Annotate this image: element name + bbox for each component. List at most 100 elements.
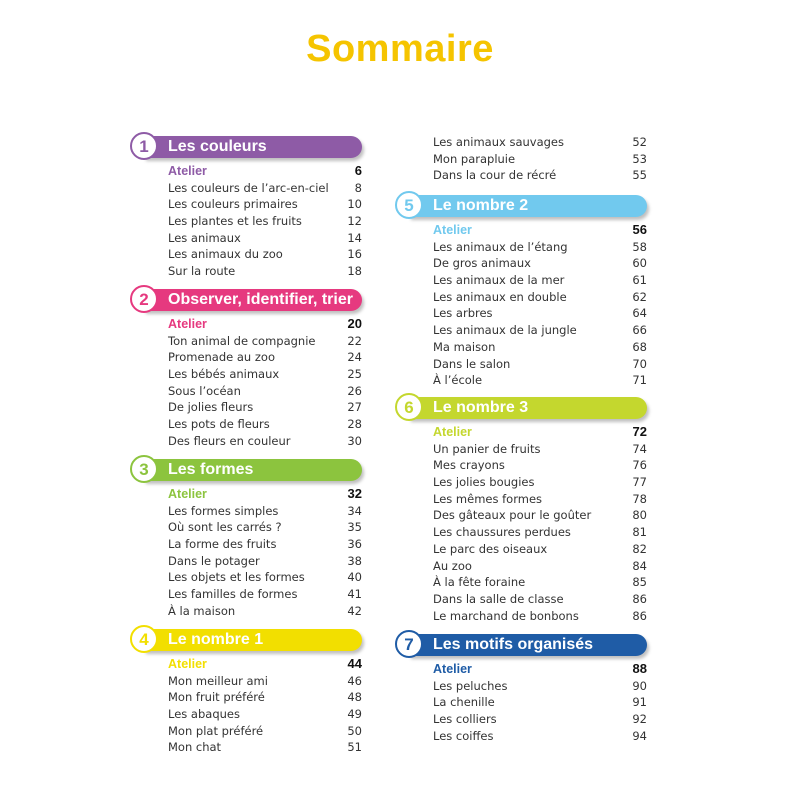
entry-label: Mon fruit préféré — [168, 690, 265, 705]
toc-entry[interactable]: Des fleurs en couleur 30 — [130, 433, 362, 450]
toc-entry[interactable]: À la fête foraine 85 — [395, 574, 647, 591]
entry-page: 26 — [347, 383, 362, 398]
entry-label: Les animaux — [168, 230, 241, 245]
toc-entry[interactable]: Atelier 32 — [130, 486, 362, 503]
toc-entry[interactable]: Les coiffes 94 — [395, 728, 647, 745]
entry-label: Mon chat — [168, 740, 222, 755]
entry-page: 22 — [347, 333, 362, 348]
toc-entry[interactable]: Ton animal de compagnie 22 — [130, 333, 362, 350]
toc-entry[interactable]: De jolies fleurs 27 — [130, 399, 362, 416]
toc-entry[interactable]: Les familles de formes 41 — [130, 586, 362, 603]
toc-entry[interactable]: Au zoo 84 — [395, 558, 647, 575]
section-number: 2 — [130, 285, 158, 313]
entry-label: Atelier — [168, 317, 207, 331]
toc-entry[interactable]: Ma maison 68 — [395, 339, 647, 356]
toc-entry[interactable]: Les formes simples 34 — [130, 503, 362, 520]
entry-label: Ton animal de compagnie — [168, 333, 316, 348]
toc-entry[interactable]: Les jolies bougies 77 — [395, 474, 647, 491]
toc-entry[interactable]: Les abaques 49 — [130, 706, 362, 723]
toc-entry[interactable]: Des gâteaux pour le goûter 80 — [395, 507, 647, 524]
toc-entry[interactable]: Les animaux de la jungle 66 — [395, 322, 647, 339]
toc-section: 1 Les couleurs Atelier 6 Les couleurs de… — [130, 132, 362, 280]
toc-entry[interactable]: Les couleurs primaires 10 — [130, 196, 362, 213]
toc-entry[interactable]: Atelier 20 — [130, 316, 362, 333]
toc-entry[interactable]: Atelier 88 — [395, 661, 647, 678]
toc-entry[interactable]: La chenille 91 — [395, 694, 647, 711]
toc-entry[interactable]: Le marchand de bonbons 86 — [395, 608, 647, 625]
entry-page: 34 — [347, 503, 362, 518]
toc-entry[interactable]: Sur la route 18 — [130, 263, 362, 280]
toc-entry[interactable]: À l’école 71 — [395, 372, 647, 389]
toc-entry[interactable]: Atelier 56 — [395, 222, 647, 239]
toc-entry[interactable]: Mon fruit préféré 48 — [130, 689, 362, 706]
section-number: 3 — [130, 455, 158, 483]
toc-section: 7 Les motifs organisés Atelier 88 Les pe… — [395, 630, 647, 745]
toc-entry[interactable]: Mon plat préféré 50 — [130, 723, 362, 740]
toc-entry[interactable]: Les objets et les formes 40 — [130, 569, 362, 586]
entry-page: 24 — [347, 350, 362, 365]
toc-entry[interactable]: Mon meilleur ami 46 — [130, 673, 362, 690]
entry-page: 58 — [632, 239, 647, 254]
toc-entry[interactable]: Atelier 44 — [130, 656, 362, 673]
toc-entry[interactable]: Dans le salon 70 — [395, 356, 647, 373]
toc-section: 5 Le nombre 2 Atelier 56 Les animaux de … — [395, 191, 647, 389]
entry-page: 72 — [632, 424, 647, 439]
toc-entry[interactable]: Mes crayons 76 — [395, 457, 647, 474]
section-bar — [144, 136, 362, 158]
toc-entry[interactable]: Dans la salle de classe 86 — [395, 591, 647, 608]
toc-entry[interactable]: Les animaux en double 62 — [395, 289, 647, 306]
toc-entry[interactable]: À la maison 42 — [130, 603, 362, 620]
toc-entry[interactable]: Les plantes et les fruits 12 — [130, 213, 362, 230]
section-title: Les couleurs — [168, 138, 267, 155]
entry-page: 52 — [632, 135, 647, 149]
toc-entry[interactable]: Sous l’océan 26 — [130, 383, 362, 400]
toc-entry[interactable]: Où sont les carrés ? 35 — [130, 519, 362, 536]
toc-entry[interactable]: Les mêmes formes 78 — [395, 491, 647, 508]
toc-entry[interactable]: Atelier 72 — [395, 424, 647, 441]
entry-page: 78 — [632, 491, 647, 506]
entry-page: 8 — [354, 180, 362, 195]
entry-page: 41 — [347, 587, 362, 602]
toc-section: Les animaux sauvages 52 Mon parapluie 53… — [395, 134, 647, 184]
toc-entry[interactable]: Un panier de fruits 74 — [395, 441, 647, 458]
toc-entry[interactable]: Les chaussures perdues 81 — [395, 524, 647, 541]
entry-page: 60 — [632, 256, 647, 271]
entry-label: Les animaux du zoo — [168, 247, 283, 262]
toc-entry[interactable]: Atelier 6 — [130, 163, 362, 180]
toc-entry[interactable]: Les pots de fleurs 28 — [130, 416, 362, 433]
toc-entry[interactable]: Les animaux du zoo 16 — [130, 246, 362, 263]
toc-entry[interactable]: Les colliers 92 — [395, 711, 647, 728]
toc-entry[interactable]: Les animaux 14 — [130, 230, 362, 247]
toc-entry[interactable]: La forme des fruits 36 — [130, 536, 362, 553]
toc-entry[interactable]: Les animaux sauvages 52 — [395, 134, 647, 151]
toc-entry[interactable]: Mon chat 51 — [130, 739, 362, 756]
toc-entry[interactable]: Les animaux de l’étang 58 — [395, 239, 647, 256]
entry-label: Où sont les carrés ? — [168, 520, 282, 535]
section-number: 1 — [130, 132, 158, 160]
entry-label: À l’école — [433, 373, 483, 388]
entry-page: 14 — [347, 230, 362, 245]
toc-entry[interactable]: Le parc des oiseaux 82 — [395, 541, 647, 558]
toc-entry[interactable]: Dans la cour de récré 55 — [395, 167, 647, 184]
toc-entry[interactable]: Promenade au zoo 24 — [130, 349, 362, 366]
toc-entry[interactable]: Les arbres 64 — [395, 305, 647, 322]
toc-entry[interactable]: Les animaux de la mer 61 — [395, 272, 647, 289]
entry-page: 77 — [632, 475, 647, 490]
entry-label: Les jolies bougies — [433, 475, 535, 490]
toc-entry[interactable]: Mon parapluie 53 — [395, 151, 647, 168]
section-header: 4 Le nombre 1 — [130, 625, 362, 653]
entry-label: Les arbres — [433, 306, 493, 321]
toc-entry[interactable]: Dans le potager 38 — [130, 553, 362, 570]
toc-entry[interactable]: Les bébés animaux 25 — [130, 366, 362, 383]
entry-label: Le parc des oiseaux — [433, 541, 548, 556]
entry-label: À la maison — [168, 603, 236, 618]
entry-label: Les chaussures perdues — [433, 525, 571, 540]
toc-entry[interactable]: Les couleurs de l’arc-en-ciel 8 — [130, 180, 362, 197]
toc-entry[interactable]: Les peluches 90 — [395, 678, 647, 695]
entry-label: Atelier — [168, 164, 207, 178]
toc-entry[interactable]: De gros animaux 60 — [395, 255, 647, 272]
entry-page: 32 — [347, 486, 362, 501]
section-header: 2 Observer, identifier, trier — [130, 285, 362, 313]
entry-page: 44 — [347, 656, 362, 671]
entry-label: Les couleurs de l’arc-en-ciel — [168, 180, 329, 195]
